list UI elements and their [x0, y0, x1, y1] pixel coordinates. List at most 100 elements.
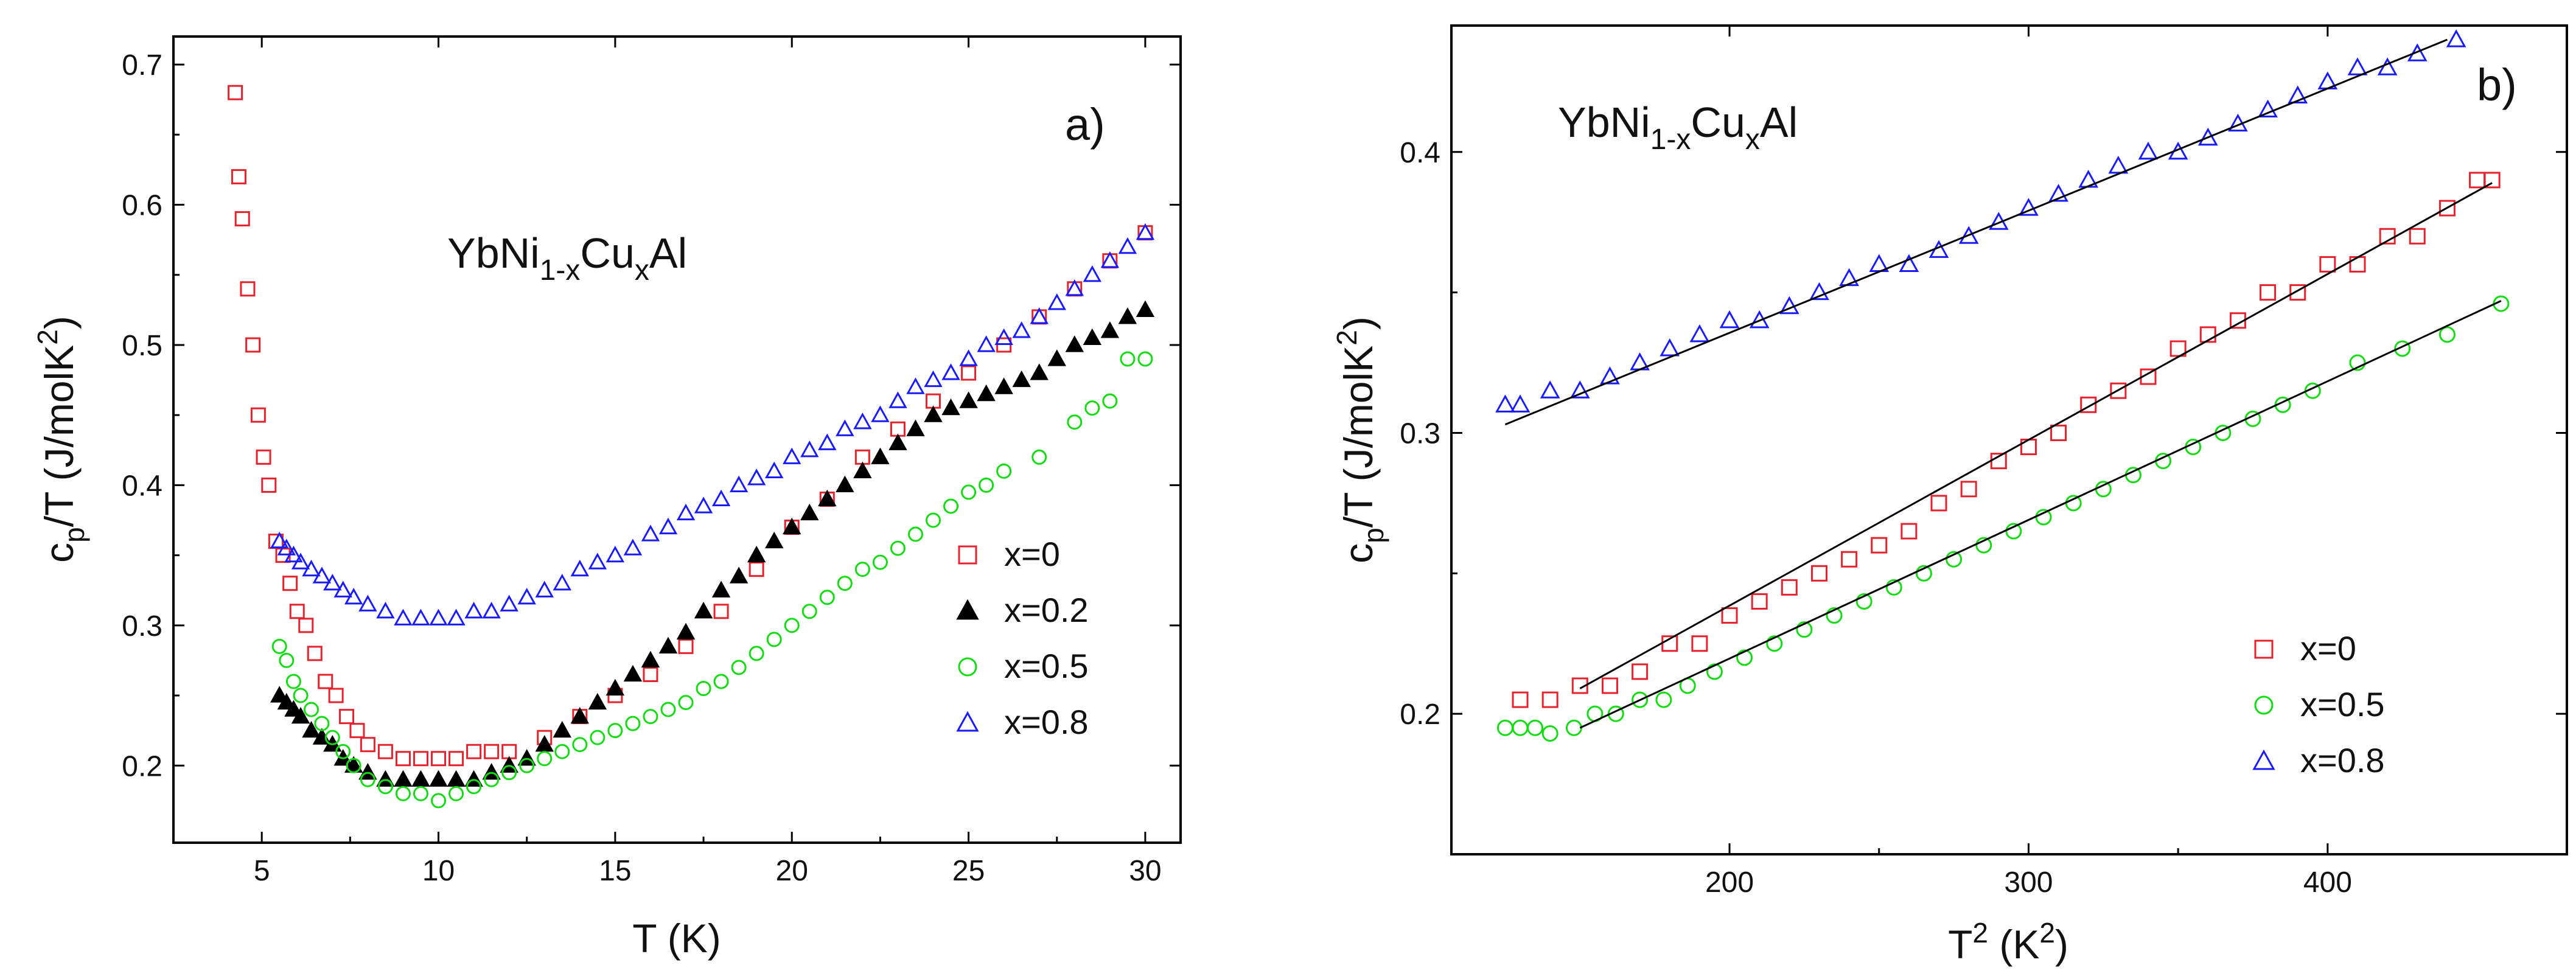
data-point-x-0-2 [764, 531, 784, 549]
data-point-x-0-5 [1975, 537, 1992, 554]
data-point-x-0-5 [324, 730, 340, 745]
legend-entry-x-0-2: x=0.2 [956, 591, 1089, 629]
data-point-x-0-8 [2138, 141, 2159, 160]
data-point-x-0-5 [766, 632, 782, 647]
data-point-x-0 [1632, 663, 1649, 680]
data-point-x-0-8 [1839, 268, 1859, 287]
legend-marker-x-0-5 [958, 657, 977, 677]
data-point-x-0-5 [1885, 579, 1902, 596]
data-point-x-0-5 [696, 681, 711, 697]
data-point-x-0-8 [1100, 251, 1120, 268]
data-point-x-0-5 [1915, 565, 1932, 582]
data-point-x-0-5 [801, 604, 817, 619]
panel-b-plot-frame [1450, 24, 2568, 855]
panel-b: 200 300 400 0.2 0.3 0.4 b) YbNi1-xCuxAl T2 (K… [1331, 24, 2568, 967]
panel-b-data-marks [1495, 29, 2510, 742]
x-tick-label: 10 [422, 855, 455, 887]
data-point-x-0-8 [658, 517, 678, 535]
data-point-x-0-8 [977, 335, 996, 352]
data-point-x-0 [256, 449, 271, 465]
panel-b-legend: x=0 x=0.5 x=0.8 [2252, 629, 2385, 779]
data-point-x-0-8 [323, 573, 342, 591]
data-point-x-0-2 [1083, 328, 1102, 346]
data-point-x-0-2 [888, 433, 907, 450]
data-point-x-0-5 [1067, 414, 1083, 430]
data-point-x-0-8 [2108, 155, 2129, 174]
data-point-x-0-8 [1065, 279, 1084, 296]
data-point-x-0-5 [660, 702, 676, 717]
data-point-x-0 [749, 562, 764, 577]
panel-a-label: a) [1065, 99, 1105, 150]
data-point-x-0-8 [623, 538, 643, 556]
data-point-x-0-8 [1569, 380, 1590, 399]
data-point-x-0-5 [713, 674, 729, 689]
data-point-x-0 [328, 688, 344, 703]
data-point-x-0-8 [500, 594, 518, 611]
data-point-x-0-2 [658, 636, 678, 654]
panel-b-ticks: 200 300 400 0.2 0.3 0.4 [1400, 26, 2567, 899]
data-point-x-0-2 [394, 770, 413, 787]
data-point-x-0-8 [2019, 198, 2039, 216]
data-point-x-0-5 [961, 484, 977, 500]
data-point-x-0-5 [572, 737, 588, 753]
data-point-x-0-2 [1118, 307, 1137, 324]
data-point-x-0-2 [906, 419, 925, 436]
data-point-x-0-8 [270, 531, 289, 549]
data-point-x-0 [298, 618, 314, 633]
data-point-x-0 [2289, 284, 2306, 301]
fit-line-x-0-8 [1504, 38, 2448, 425]
data-point-x-0-5 [1736, 649, 1753, 666]
data-point-x-0 [2484, 172, 2501, 189]
data-point-x-0-5 [837, 576, 853, 591]
data-point-x-0 [1901, 523, 1918, 540]
data-point-x-0 [228, 85, 243, 100]
data-point-x-0-2 [277, 692, 296, 710]
data-point-x-0 [1751, 593, 1768, 610]
data-point-x-0-5 [2438, 326, 2456, 343]
legend-label: x=0.5 [2300, 685, 2385, 723]
data-point-x-0-5 [607, 723, 623, 739]
series-x-0 [1512, 172, 2501, 708]
data-point-x-0 [484, 744, 500, 759]
data-point-x-0 [289, 604, 305, 619]
series-x-0-5 [1496, 295, 2510, 742]
data-point-x-0 [395, 751, 411, 767]
data-point-x-0 [1721, 607, 1738, 624]
data-point-x-0-8 [517, 588, 536, 605]
legend-marker-x-0-8 [956, 711, 979, 732]
x-tick-label: 5 [254, 855, 270, 887]
data-point-x-0-2 [535, 734, 554, 752]
data-point-x-0 [245, 337, 261, 353]
data-point-x-0 [2110, 382, 2127, 399]
data-point-x-0-8 [333, 580, 352, 598]
fit-line-x-0-5 [1579, 300, 2502, 729]
data-point-x-0 [1781, 579, 1798, 596]
data-point-x-0-5 [872, 554, 888, 570]
data-point-x-0-5 [449, 786, 464, 801]
data-point-x-0-5 [1031, 449, 1047, 465]
data-point-x-0-5 [346, 758, 361, 773]
data-point-x-0-8 [394, 608, 413, 625]
data-point-x-0-8 [1719, 310, 1740, 329]
data-point-x-0-8 [711, 489, 731, 507]
data-point-x-0-5 [1527, 719, 1544, 736]
data-point-x-0-5 [979, 477, 994, 493]
legend-label: x=0.8 [1004, 703, 1089, 741]
data-point-x-0-2 [1100, 321, 1120, 338]
data-point-x-0-8 [729, 475, 749, 493]
data-point-x-0-5 [1632, 691, 1649, 708]
legend-label: x=0.5 [1004, 647, 1089, 685]
data-point-x-0-5 [890, 540, 906, 556]
data-point-x-0 [2050, 424, 2067, 441]
y-tick-label: 0.4 [122, 470, 162, 502]
data-point-x-0-8 [2258, 99, 2278, 118]
data-point-x-0 [1691, 635, 1708, 652]
panel-a: 5 10 15 20 25 30 0.2 0.3 0.4 0.5 0.6 0.7 a) YbNi1-x… [32, 35, 1182, 961]
data-point-x-0-2 [1065, 335, 1084, 352]
x-tick-label: 300 [2004, 866, 2053, 899]
data-point-x-0-8 [376, 602, 395, 619]
data-point-x-0-8 [312, 566, 332, 584]
data-point-x-0-5 [466, 779, 482, 795]
